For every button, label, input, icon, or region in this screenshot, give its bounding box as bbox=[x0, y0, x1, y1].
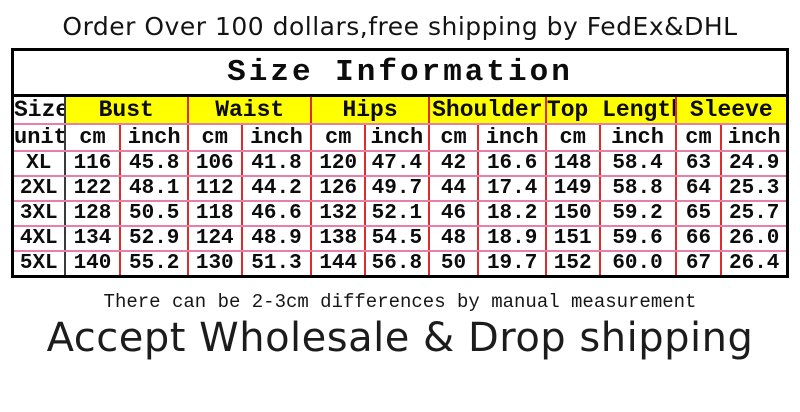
data-cell: 19.7 bbox=[477, 250, 547, 278]
size-row-5xl: 5XL 140 55.2 130 51.3 144 56.8 50 19.7 1… bbox=[11, 250, 789, 278]
data-cell: 66 bbox=[674, 225, 723, 252]
group-header-top-length: Top Length bbox=[544, 94, 677, 125]
data-cell: 63 bbox=[674, 150, 723, 177]
data-cell: 58.4 bbox=[598, 150, 677, 177]
size-row-xl: XL 116 45.8 106 41.8 120 47.4 42 16.6 14… bbox=[11, 150, 789, 177]
data-cell: 46 bbox=[427, 200, 480, 227]
size-label: 5XL bbox=[11, 250, 66, 278]
data-cell: 56.8 bbox=[364, 250, 430, 278]
data-cell: 41.8 bbox=[240, 150, 313, 177]
data-cell: 44 bbox=[427, 175, 480, 202]
data-cell: 148 bbox=[544, 150, 601, 177]
data-cell: 26.4 bbox=[720, 250, 789, 278]
table-title: Size Information bbox=[11, 48, 789, 97]
data-cell: 51.3 bbox=[240, 250, 313, 278]
size-corner-header: Size bbox=[11, 94, 66, 125]
group-header-waist: Waist bbox=[186, 94, 313, 125]
data-cell: 18.2 bbox=[477, 200, 547, 227]
data-cell: 112 bbox=[186, 175, 243, 202]
data-cell: 60.0 bbox=[598, 250, 677, 278]
unit-header-row: unit cm inch cm inch cm inch cm inch cm … bbox=[11, 123, 789, 152]
data-cell: 55.2 bbox=[119, 250, 189, 278]
data-cell: 48.9 bbox=[240, 225, 313, 252]
data-cell: 48 bbox=[427, 225, 480, 252]
data-cell: 17.4 bbox=[477, 175, 547, 202]
data-cell: 132 bbox=[310, 200, 367, 227]
unit-header-inch: inch bbox=[720, 123, 789, 152]
data-cell: 52.9 bbox=[119, 225, 189, 252]
wholesale-banner: Accept Wholesale & Drop shipping bbox=[46, 315, 754, 361]
size-label: 3XL bbox=[11, 200, 66, 227]
data-cell: 64 bbox=[674, 175, 723, 202]
data-cell: 54.5 bbox=[364, 225, 430, 252]
group-header-row: Size Bust Waist Hips Shoulder Top Length… bbox=[11, 94, 789, 125]
size-row-3xl: 3XL 128 50.5 118 46.6 132 52.1 46 18.2 1… bbox=[11, 200, 789, 227]
unit-header-cm: cm bbox=[63, 123, 122, 152]
data-cell: 50 bbox=[427, 250, 480, 278]
data-cell: 49.7 bbox=[364, 175, 430, 202]
data-cell: 152 bbox=[544, 250, 601, 278]
unit-header-cm: cm bbox=[674, 123, 723, 152]
data-cell: 47.4 bbox=[364, 150, 430, 177]
size-label: XL bbox=[11, 150, 66, 177]
unit-header-inch: inch bbox=[364, 123, 430, 152]
unit-header-inch: inch bbox=[598, 123, 677, 152]
data-cell: 130 bbox=[186, 250, 243, 278]
data-cell: 25.3 bbox=[720, 175, 789, 202]
size-label: 2XL bbox=[11, 175, 66, 202]
data-cell: 138 bbox=[310, 225, 367, 252]
data-cell: 42 bbox=[427, 150, 480, 177]
data-cell: 118 bbox=[186, 200, 243, 227]
data-cell: 65 bbox=[674, 200, 723, 227]
size-row-4xl: 4XL 134 52.9 124 48.9 138 54.5 48 18.9 1… bbox=[11, 225, 789, 252]
size-label: 4XL bbox=[11, 225, 66, 252]
size-row-2xl: 2XL 122 48.1 112 44.2 126 49.7 44 17.4 1… bbox=[11, 175, 789, 202]
data-cell: 120 bbox=[310, 150, 367, 177]
data-cell: 24.9 bbox=[720, 150, 789, 177]
data-cell: 150 bbox=[544, 200, 601, 227]
unit-header-cm: cm bbox=[544, 123, 601, 152]
data-cell: 46.6 bbox=[240, 200, 313, 227]
data-cell: 18.9 bbox=[477, 225, 547, 252]
data-cell: 124 bbox=[186, 225, 243, 252]
data-cell: 58.8 bbox=[598, 175, 677, 202]
data-cell: 134 bbox=[63, 225, 122, 252]
unit-header-inch: inch bbox=[119, 123, 189, 152]
data-cell: 67 bbox=[674, 250, 723, 278]
unit-header-cm: cm bbox=[186, 123, 243, 152]
group-header-sleeve: Sleeve bbox=[674, 94, 789, 125]
data-cell: 140 bbox=[63, 250, 122, 278]
data-cell: 151 bbox=[544, 225, 601, 252]
group-header-bust: Bust bbox=[63, 94, 189, 125]
unit-header-cm: cm bbox=[310, 123, 367, 152]
table-title-row: Size Information bbox=[11, 48, 789, 97]
data-cell: 122 bbox=[63, 175, 122, 202]
data-cell: 26.0 bbox=[720, 225, 789, 252]
shipping-banner: Order Over 100 dollars,free shipping by … bbox=[62, 12, 738, 41]
measurement-note: There can be 2-3cm differences by manual… bbox=[103, 291, 697, 313]
data-cell: 144 bbox=[310, 250, 367, 278]
data-cell: 59.2 bbox=[598, 200, 677, 227]
group-header-hips: Hips bbox=[310, 94, 430, 125]
group-header-shoulder: Shoulder bbox=[427, 94, 547, 125]
data-cell: 45.8 bbox=[119, 150, 189, 177]
data-cell: 106 bbox=[186, 150, 243, 177]
data-cell: 48.1 bbox=[119, 175, 189, 202]
data-cell: 52.1 bbox=[364, 200, 430, 227]
data-cell: 44.2 bbox=[240, 175, 313, 202]
data-cell: 50.5 bbox=[119, 200, 189, 227]
data-cell: 59.6 bbox=[598, 225, 677, 252]
unit-row-label: unit bbox=[11, 123, 66, 152]
data-cell: 149 bbox=[544, 175, 601, 202]
unit-header-cm: cm bbox=[427, 123, 480, 152]
unit-header-inch: inch bbox=[240, 123, 313, 152]
data-cell: 116 bbox=[63, 150, 122, 177]
data-cell: 25.7 bbox=[720, 200, 789, 227]
size-information-table: Size Information Size Bust Waist Hips Sh… bbox=[11, 48, 789, 278]
data-cell: 126 bbox=[310, 175, 367, 202]
unit-header-inch: inch bbox=[477, 123, 547, 152]
data-cell: 128 bbox=[63, 200, 122, 227]
data-cell: 16.6 bbox=[477, 150, 547, 177]
